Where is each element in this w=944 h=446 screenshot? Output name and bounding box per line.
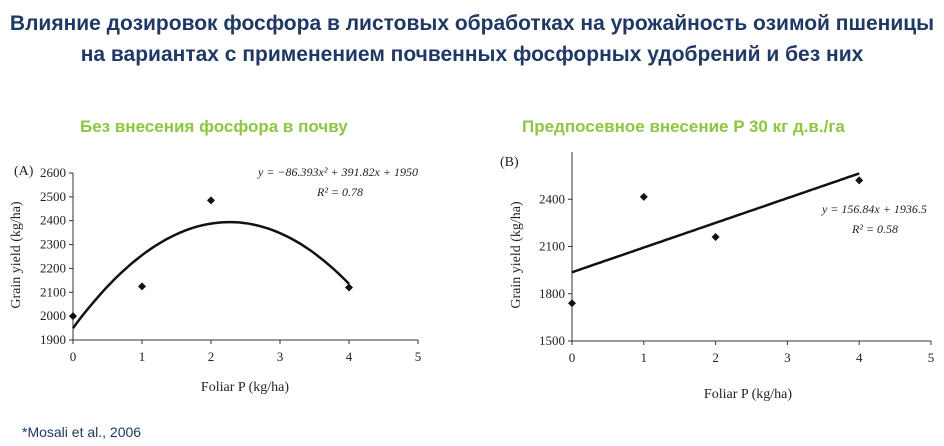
- chart-a-trendline: [71, 220, 350, 329]
- chart-b-r-squared: R² = 0.58: [851, 222, 898, 236]
- chart-b-x-tick-label: 1: [641, 350, 648, 365]
- chart-a-data-point: [345, 283, 353, 292]
- chart-a-y-tick-label: 2100: [40, 284, 66, 299]
- chart-b-data-point: [568, 299, 576, 308]
- chart-a-data-point: [138, 282, 146, 291]
- chart-b-x-axis-label: Foliar P (kg/ha): [704, 387, 792, 402]
- chart-a-y-tick-label: 2300: [40, 237, 66, 252]
- chart-a-y-tick-label: 1900: [40, 332, 66, 347]
- chart-b-y-tick-label: 1500: [539, 333, 565, 348]
- citation: *Mosali et al., 2006: [22, 424, 142, 440]
- chart-a-x-tick-label: 0: [70, 349, 77, 364]
- chart-a-x-tick-label: 3: [277, 349, 284, 364]
- chart-b-panel-label: (B): [500, 155, 519, 170]
- chart-b-trendline: [571, 172, 860, 274]
- chart-b-x-tick-label: 2: [712, 350, 719, 365]
- slide-title: Влияние дозировок фосфора в листовых обр…: [9, 12, 935, 66]
- chart-b-data-point: [855, 176, 864, 185]
- chart-a-title: Без внесения фосфора в почву: [80, 117, 348, 136]
- chart-a-y-tick-label: 2000: [40, 308, 66, 323]
- chart-b-y-tick-label: 2400: [539, 191, 565, 206]
- chart-a-panel-label: (A): [14, 164, 34, 179]
- chart-b-x-tick-label: 3: [784, 350, 791, 365]
- chart-b-y-axis-label: Grain yield (kg/ha): [509, 201, 524, 309]
- chart-b-y-tick-label: 1800: [539, 286, 565, 301]
- chart-b-title: Предпосевное внесение P 30 кг д.в./га: [522, 117, 845, 136]
- chart-b-x-tick-label: 5: [928, 350, 935, 365]
- chart-b-x-tick-label: 4: [856, 350, 863, 365]
- chart-b-data-point: [711, 233, 720, 242]
- chart-b-y-tick-label: 2100: [539, 239, 565, 254]
- chart-a-x-tick-label: 4: [346, 349, 353, 364]
- chart-a-x-tick-label: 5: [415, 349, 422, 364]
- chart-a-x-tick-label: 2: [208, 349, 215, 364]
- chart-b-x-tick-label: 0: [569, 350, 576, 365]
- chart-a-x-tick-label: 1: [139, 349, 146, 364]
- chart-a-y-axis-label: Grain yield (kg/ha): [9, 201, 24, 309]
- chart-a-data-point: [69, 312, 77, 321]
- chart-a-y-tick-label: 2400: [40, 213, 66, 228]
- chart-a-x-axis-label: Foliar P (kg/ha): [201, 380, 289, 395]
- chart-a-y-tick-label: 2200: [40, 260, 66, 275]
- chart-b-data-point: [639, 192, 648, 201]
- chart-a-y-tick-label: 2600: [40, 165, 66, 180]
- chart-a-r-squared: R² = 0.78: [316, 185, 363, 199]
- chart-a-equation: y = −86.393x² + 391.82x + 1950: [257, 165, 418, 179]
- chart-b-equation: y = 156.84x + 1936.5: [821, 202, 927, 216]
- chart-a-data-point: [207, 196, 215, 205]
- chart-a-y-tick-label: 2500: [40, 189, 66, 204]
